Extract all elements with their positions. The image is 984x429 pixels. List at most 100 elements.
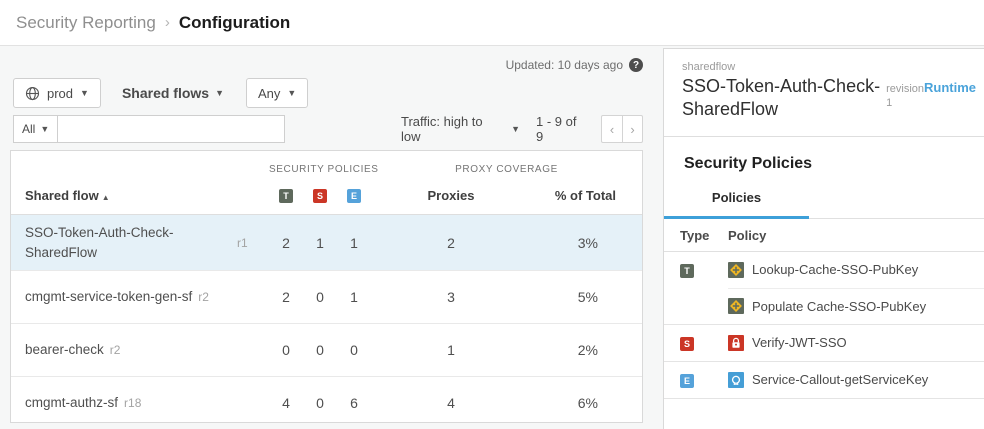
proxies-count: 1 [447, 342, 455, 359]
security-policies-group-header: SECURITY POLICIES [269, 163, 379, 175]
pct-of-total: 5% [577, 289, 598, 306]
policy-row[interactable]: T [664, 252, 984, 288]
chevron-down-icon: ▼ [511, 124, 520, 134]
security-policy-badge: S [313, 188, 327, 203]
shared-flow-revision: r1 [237, 235, 248, 250]
chevron-down-icon: ▼ [40, 124, 50, 134]
detail-title: SSO-Token-Auth-Check-SharedFlow [682, 76, 881, 120]
policy-name: Populate Cache-SSO-PubKey [752, 298, 927, 314]
policy-type-badge: T [680, 263, 694, 278]
security-policy-count: 0 [316, 342, 324, 359]
policy-column-header: Policy [728, 227, 767, 243]
breadcrumb-parent[interactable]: Security Reporting [16, 12, 156, 32]
globe-icon [25, 86, 40, 101]
pct-of-total: 6% [577, 395, 598, 412]
shared-flow-name: cmgmt-authz-sf [25, 395, 119, 411]
extension-policy-count: 1 [350, 289, 358, 306]
policy-icon [728, 334, 744, 351]
table-header: SECURITY POLICIES PROXY COVERAGE Shared … [11, 151, 642, 215]
traffic-sort-label: Traffic: high to low [401, 114, 483, 144]
entity-kind-label: sharedflow [682, 61, 736, 73]
traffic-policy-count: 2 [282, 289, 290, 306]
proxies-column-header: Proxies [427, 188, 475, 203]
table-row[interactable]: cmgmt-service-token-gen-sf r2 2 0 1 3 5% [11, 270, 642, 324]
shared-flow-name: SSO-Token-Auth-Check-SharedFlow [25, 225, 174, 260]
policy-name: Verify-JWT-SSO [752, 335, 847, 351]
revision-value: 1 [886, 97, 893, 109]
table-row[interactable]: cmgmt-authz-sf r18 4 0 6 4 6% [11, 376, 642, 422]
policy-name: Service-Callout-getServiceKey [752, 372, 929, 388]
pagination-controls: ‹ › [600, 115, 643, 143]
policy-row[interactable]: Populate Cache-SSO-PubKey [664, 287, 984, 324]
extension-policy-count: 6 [350, 395, 358, 412]
updated-row: Updated: 10 days ago ? [10, 58, 643, 72]
policy-icon [728, 298, 744, 315]
traffic-sort-dropdown[interactable]: Traffic: high to low ▼ [401, 114, 520, 144]
table-row[interactable]: bearer-check r2 0 0 0 1 2% [11, 323, 642, 377]
policy-name: Lookup-Cache-SSO-PubKey [752, 262, 919, 278]
detail-panel: sharedflow SSO-Token-Auth-Check-SharedFl… [663, 48, 984, 429]
proxies-count: 3 [447, 289, 455, 306]
search-input[interactable] [58, 115, 285, 143]
next-page-button[interactable]: › [621, 116, 642, 142]
scope-label: Shared flows [121, 85, 210, 101]
shared-flow-revision: r2 [109, 343, 121, 358]
type-column-header: Type [680, 227, 710, 243]
shared-flows-table: SECURITY POLICIES PROXY COVERAGE Shared … [10, 150, 643, 423]
updated-text: Updated: 10 days ago [505, 58, 623, 72]
filter-bar: prod ▼ Shared flows ▼ Any ▼ [13, 78, 309, 108]
environment-dropdown[interactable]: prod ▼ [13, 78, 101, 108]
pagination-info: 1 - 9 of 9 [535, 114, 577, 144]
traffic-policy-count: 0 [282, 342, 290, 359]
pct-of-total: 3% [577, 234, 598, 251]
policy-row[interactable]: E [664, 360, 984, 399]
revision-label: revision [886, 83, 924, 95]
search-sort-bar: All ▼ Traffic: high to low ▼ 1 - 9 of 9 … [13, 114, 643, 144]
traffic-policy-count: 4 [282, 395, 290, 412]
help-icon[interactable]: ? [629, 58, 643, 72]
scope-dropdown[interactable]: Shared flows ▼ [122, 85, 224, 101]
extension-policy-badge: E [347, 188, 361, 203]
shared-flow-column-header[interactable]: Shared flow ▲ [25, 188, 110, 203]
prev-page-button[interactable]: ‹ [609, 121, 615, 137]
lock-icon [728, 334, 744, 351]
tab-policies[interactable]: Policies [664, 190, 809, 219]
traffic-policy-badge: T [279, 188, 293, 203]
chevron-down-icon: ▼ [287, 88, 297, 98]
sort-ascending-icon: ▲ [101, 193, 110, 202]
security-policy-count: 1 [316, 234, 324, 251]
chevron-down-icon: ▼ [80, 88, 89, 98]
shared-flow-revision: r2 [198, 290, 209, 305]
table-row[interactable]: SSO-Token-Auth-Check-SharedFlow r1 2 1 1… [11, 215, 642, 271]
any-filter-dropdown[interactable]: Any ▼ [246, 78, 309, 108]
detail-header: sharedflow SSO-Token-Auth-Check-SharedFl… [664, 49, 984, 137]
security-policies-heading: Security Policies [684, 154, 813, 172]
security-policy-count: 0 [316, 395, 324, 412]
any-filter-label: Any [258, 85, 281, 101]
content-area: Updated: 10 days ago ? prod ▼ Shared flo… [0, 46, 984, 429]
policy-table-body: T [664, 252, 984, 399]
shared-flow-revision: r18 [124, 396, 142, 411]
breadcrumb: Security Reporting › Configuration [0, 0, 984, 46]
revision-block: revision Runtime 1 [886, 75, 976, 109]
proxy-coverage-group-header: PROXY COVERAGE [455, 163, 558, 175]
search-scope-label: All [22, 122, 36, 136]
security-policy-count: 0 [316, 289, 324, 306]
cache-policy-icon [728, 298, 744, 315]
environment-label: prod [47, 85, 74, 101]
cache-policy-icon [728, 261, 744, 278]
search-scope-dropdown[interactable]: All ▼ [13, 115, 59, 143]
extension-policy-count: 1 [350, 234, 358, 251]
page-title: Configuration [178, 12, 291, 32]
policy-row[interactable]: S [664, 323, 984, 361]
breadcrumb-separator-icon: › [164, 14, 170, 31]
shared-flow-name: cmgmt-service-token-gen-sf [25, 289, 193, 305]
proxies-count: 2 [447, 234, 455, 251]
chevron-down-icon: ▼ [215, 88, 225, 98]
proxies-count: 4 [447, 395, 455, 412]
policy-type-badge: S [680, 336, 694, 351]
runtime-link[interactable]: Runtime [924, 80, 976, 95]
policy-icon [728, 261, 744, 278]
pct-total-column-header: % of Total [554, 188, 616, 203]
